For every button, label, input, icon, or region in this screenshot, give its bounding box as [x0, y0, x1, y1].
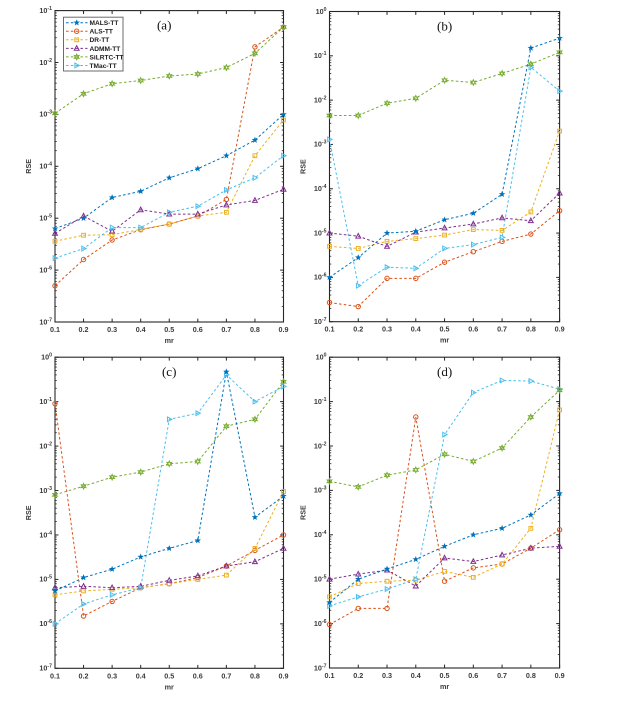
svg-text:0.3: 0.3 [382, 325, 392, 334]
svg-text:0.7: 0.7 [221, 325, 231, 334]
svg-text:0.9: 0.9 [555, 671, 565, 680]
svg-text:RSE: RSE [24, 159, 33, 174]
svg-text:ALS-TT: ALS-TT [90, 29, 113, 36]
svg-text:10-3: 10-3 [39, 110, 52, 119]
svg-text:10-2: 10-2 [314, 441, 327, 450]
svg-text:10-2: 10-2 [314, 95, 327, 104]
svg-text:0.6: 0.6 [468, 325, 478, 334]
svg-text:mr: mr [440, 682, 449, 691]
svg-text:0.1: 0.1 [50, 671, 60, 680]
svg-text:10-6: 10-6 [39, 265, 52, 274]
svg-text:10-6: 10-6 [39, 619, 52, 628]
svg-text:10-7: 10-7 [39, 317, 52, 326]
svg-text:10-4: 10-4 [39, 162, 52, 171]
svg-text:10-5: 10-5 [314, 228, 327, 237]
svg-text:10-1: 10-1 [39, 6, 52, 15]
svg-text:10-6: 10-6 [314, 619, 327, 628]
svg-text:0.6: 0.6 [468, 671, 478, 680]
svg-text:10-7: 10-7 [314, 317, 327, 326]
svg-text:0.3: 0.3 [107, 671, 117, 680]
svg-text:10-1: 10-1 [39, 397, 52, 406]
svg-text:100: 100 [316, 7, 327, 16]
svg-text:0.9: 0.9 [279, 671, 289, 680]
svg-text:0.4: 0.4 [136, 325, 146, 334]
svg-text:0.3: 0.3 [382, 671, 392, 680]
svg-text:10-7: 10-7 [39, 664, 52, 673]
svg-text:10-2: 10-2 [39, 58, 52, 67]
svg-text:mr: mr [165, 336, 174, 345]
svg-text:10-4: 10-4 [39, 530, 52, 539]
svg-text:0.2: 0.2 [79, 671, 89, 680]
svg-text:100: 100 [316, 353, 327, 362]
svg-text:ADMM-TT: ADMM-TT [90, 46, 121, 53]
svg-text:0.6: 0.6 [193, 325, 203, 334]
svg-text:(b): (b) [437, 19, 452, 34]
svg-text:0.1: 0.1 [325, 325, 335, 334]
svg-text:10-5: 10-5 [314, 575, 327, 584]
svg-text:DR-TT: DR-TT [90, 37, 110, 44]
svg-text:10-3: 10-3 [314, 486, 327, 495]
svg-text:10-2: 10-2 [39, 441, 52, 450]
svg-text:0.4: 0.4 [411, 325, 421, 334]
svg-text:mr: mr [440, 336, 449, 345]
svg-text:10-7: 10-7 [314, 663, 327, 672]
svg-text:0.2: 0.2 [353, 325, 363, 334]
svg-text:10-1: 10-1 [314, 397, 327, 406]
svg-text:0.1: 0.1 [325, 671, 335, 680]
svg-text:10-4: 10-4 [314, 184, 327, 193]
svg-text:0.9: 0.9 [555, 325, 565, 334]
svg-text:mr: mr [165, 682, 174, 691]
svg-text:TMac-TT: TMac-TT [90, 63, 117, 70]
svg-text:0.9: 0.9 [279, 325, 289, 334]
svg-text:0.7: 0.7 [497, 325, 507, 334]
svg-text:0.5: 0.5 [164, 325, 174, 334]
svg-text:(d): (d) [437, 364, 452, 379]
svg-text:0.5: 0.5 [164, 671, 174, 680]
svg-text:0.8: 0.8 [526, 325, 536, 334]
svg-text:0.5: 0.5 [440, 671, 450, 680]
svg-text:0.8: 0.8 [526, 671, 536, 680]
svg-text:10-5: 10-5 [39, 214, 52, 223]
svg-text:0.6: 0.6 [193, 671, 203, 680]
svg-text:RSE: RSE [24, 505, 33, 520]
svg-text:(c): (c) [162, 364, 176, 379]
svg-text:0.8: 0.8 [250, 325, 260, 334]
svg-text:0.5: 0.5 [440, 325, 450, 334]
svg-text:MALS-TT: MALS-TT [90, 20, 119, 27]
svg-text:10-6: 10-6 [314, 273, 327, 282]
svg-text:100: 100 [41, 353, 52, 362]
svg-text:0.7: 0.7 [221, 671, 231, 680]
svg-text:0.2: 0.2 [79, 325, 89, 334]
svg-text:10-1: 10-1 [314, 51, 327, 60]
svg-text:10-5: 10-5 [39, 575, 52, 584]
svg-text:0.3: 0.3 [107, 325, 117, 334]
svg-text:SiLRTC-TT: SiLRTC-TT [90, 54, 124, 61]
svg-text:0.8: 0.8 [250, 671, 260, 680]
svg-text:0.2: 0.2 [353, 671, 363, 680]
svg-text:RSE: RSE [299, 505, 308, 520]
svg-text:10-3: 10-3 [314, 140, 327, 149]
svg-text:10-3: 10-3 [39, 486, 52, 495]
svg-text:0.4: 0.4 [136, 671, 146, 680]
svg-text:(a): (a) [157, 18, 171, 33]
svg-text:0.1: 0.1 [50, 325, 60, 334]
svg-text:10-4: 10-4 [314, 530, 327, 539]
svg-text:0.4: 0.4 [411, 671, 421, 680]
svg-text:RSE: RSE [299, 159, 308, 174]
svg-text:0.7: 0.7 [497, 671, 507, 680]
